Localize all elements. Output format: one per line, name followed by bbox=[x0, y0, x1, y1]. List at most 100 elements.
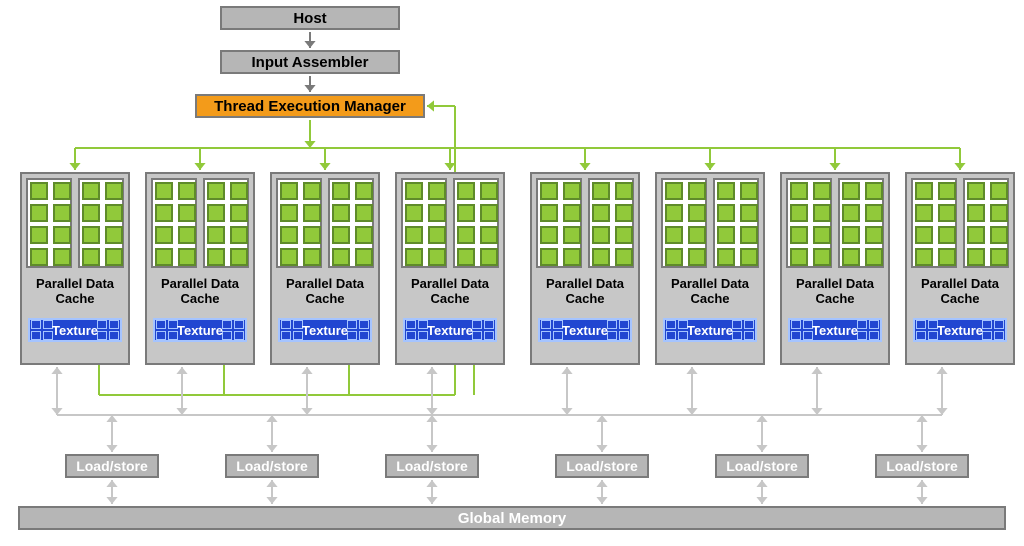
core bbox=[428, 182, 446, 200]
core bbox=[30, 182, 48, 200]
core bbox=[563, 248, 581, 266]
core bbox=[592, 248, 610, 266]
core bbox=[178, 248, 196, 266]
core bbox=[967, 204, 985, 222]
core bbox=[615, 204, 633, 222]
core bbox=[105, 226, 123, 244]
core bbox=[563, 204, 581, 222]
core bbox=[592, 182, 610, 200]
core bbox=[540, 248, 558, 266]
core bbox=[790, 182, 808, 200]
core bbox=[207, 182, 225, 200]
core bbox=[457, 248, 475, 266]
core bbox=[303, 226, 321, 244]
core bbox=[842, 248, 860, 266]
core bbox=[53, 226, 71, 244]
core bbox=[688, 226, 706, 244]
core bbox=[457, 226, 475, 244]
core bbox=[717, 248, 735, 266]
load-store-box: Load/store bbox=[385, 454, 479, 478]
parallel-data-cache-label: Parallel DataCache bbox=[147, 272, 253, 312]
core bbox=[813, 204, 831, 222]
core bbox=[428, 248, 446, 266]
core bbox=[563, 226, 581, 244]
core bbox=[457, 204, 475, 222]
parallel-data-cache-label: Parallel DataCache bbox=[22, 272, 128, 312]
texture-label: Texture bbox=[278, 318, 372, 342]
thread-execution-manager-box: Thread Execution Manager bbox=[195, 94, 425, 118]
core bbox=[915, 226, 933, 244]
core bbox=[915, 204, 933, 222]
core bbox=[405, 204, 423, 222]
core bbox=[813, 182, 831, 200]
core bbox=[865, 204, 883, 222]
core bbox=[740, 226, 758, 244]
core bbox=[53, 182, 71, 200]
core bbox=[813, 226, 831, 244]
core bbox=[207, 226, 225, 244]
parallel-data-cache-label: Parallel DataCache bbox=[532, 272, 638, 312]
core bbox=[592, 226, 610, 244]
core bbox=[30, 248, 48, 266]
core bbox=[842, 226, 860, 244]
core bbox=[740, 248, 758, 266]
core bbox=[178, 204, 196, 222]
core bbox=[967, 226, 985, 244]
load-store-box: Load/store bbox=[715, 454, 809, 478]
texture-label: Texture bbox=[913, 318, 1007, 342]
core bbox=[665, 226, 683, 244]
core bbox=[230, 204, 248, 222]
core bbox=[938, 226, 956, 244]
core bbox=[53, 204, 71, 222]
core bbox=[230, 226, 248, 244]
core bbox=[915, 182, 933, 200]
core bbox=[332, 182, 350, 200]
core bbox=[813, 248, 831, 266]
load-store-box: Load/store bbox=[225, 454, 319, 478]
core bbox=[405, 248, 423, 266]
core bbox=[82, 204, 100, 222]
core bbox=[915, 248, 933, 266]
core bbox=[207, 204, 225, 222]
load-store-box: Load/store bbox=[875, 454, 969, 478]
core bbox=[842, 182, 860, 200]
parallel-data-cache-label: Parallel DataCache bbox=[397, 272, 503, 312]
core bbox=[967, 248, 985, 266]
core bbox=[30, 204, 48, 222]
core bbox=[405, 182, 423, 200]
texture-label: Texture bbox=[153, 318, 247, 342]
core bbox=[717, 226, 735, 244]
texture-label: Texture bbox=[663, 318, 757, 342]
core bbox=[615, 248, 633, 266]
gpu-architecture-diagram: HostInput AssemblerThread Execution Mana… bbox=[0, 0, 1024, 546]
core bbox=[540, 226, 558, 244]
texture-label: Texture bbox=[788, 318, 882, 342]
core bbox=[280, 182, 298, 200]
core bbox=[280, 226, 298, 244]
core bbox=[688, 204, 706, 222]
core bbox=[178, 226, 196, 244]
core bbox=[155, 204, 173, 222]
core bbox=[790, 204, 808, 222]
core bbox=[865, 226, 883, 244]
core bbox=[967, 182, 985, 200]
core bbox=[480, 226, 498, 244]
core bbox=[280, 204, 298, 222]
core bbox=[30, 226, 48, 244]
core bbox=[155, 226, 173, 244]
core bbox=[332, 204, 350, 222]
core bbox=[480, 182, 498, 200]
core bbox=[938, 248, 956, 266]
load-store-box: Load/store bbox=[65, 454, 159, 478]
core bbox=[303, 182, 321, 200]
core bbox=[540, 204, 558, 222]
parallel-data-cache-label: Parallel DataCache bbox=[657, 272, 763, 312]
core bbox=[230, 182, 248, 200]
core bbox=[717, 204, 735, 222]
core bbox=[178, 182, 196, 200]
core bbox=[53, 248, 71, 266]
core bbox=[428, 226, 446, 244]
host-box: Host bbox=[220, 6, 400, 30]
global-memory-box: Global Memory bbox=[18, 506, 1006, 530]
core bbox=[332, 248, 350, 266]
